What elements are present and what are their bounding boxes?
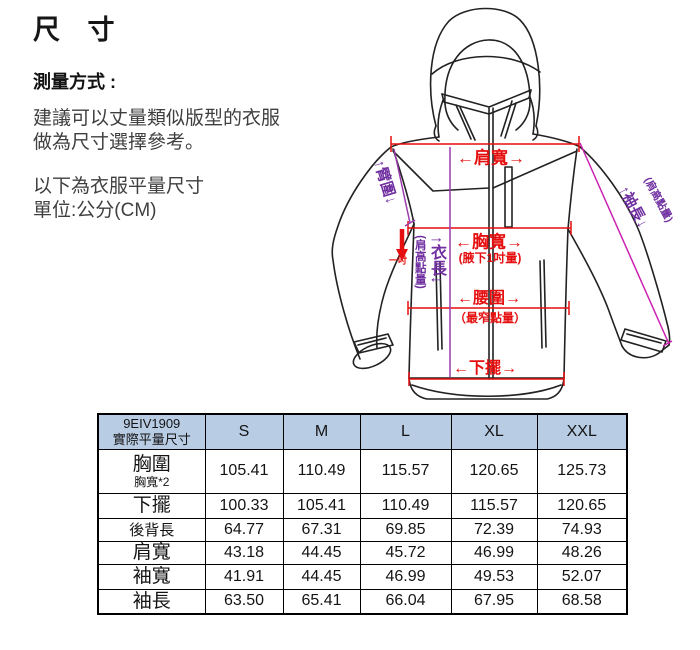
chest-width-sublabel: (腋下1吋量) [458, 251, 522, 265]
garment-length-sublabel: (肩高點量) [413, 235, 426, 289]
cell-hem-xxl: 120.65 [536, 492, 628, 519]
zipper [488, 107, 494, 380]
cell-hem-xl: 115.57 [450, 492, 538, 519]
cell-back-m: 67.31 [282, 517, 361, 542]
red-measure-lines [390, 136, 580, 386]
cell-shoulder-s: 43.18 [204, 540, 284, 565]
table-header-label: 實際平量尺寸 [112, 431, 191, 447]
waist-sublabel: （最窄點量） [453, 311, 527, 325]
waist-label: ←腰圍→ [456, 290, 522, 307]
hem-label: ←下擺→ [452, 360, 518, 377]
size-col-xxl: XXL [536, 413, 628, 450]
cell-shoulder-xxl: 48.26 [536, 540, 628, 565]
unit-note-line1: 以下為衣服平量尺寸 [33, 176, 205, 197]
measure-method-heading: 測量方式 : [33, 72, 116, 92]
garment-length-label: ↑衣長↓ [428, 236, 445, 284]
table-row-sleeve-length: 袖長 63.50 65.41 66.04 67.95 68.58 [97, 588, 628, 615]
side-pockets [435, 259, 547, 351]
measure-method-line2: 做為尺寸選擇參考。 [33, 132, 205, 153]
size-col-s: S [204, 413, 284, 450]
cell-sleevew-m: 44.45 [282, 563, 361, 590]
cell-chest-xl: 120.65 [450, 448, 538, 494]
collar [437, 89, 536, 141]
cell-sleevel-xxl: 68.58 [536, 588, 628, 615]
cell-sleevel-l: 66.04 [359, 588, 452, 615]
table-row-back-length: 後背長 64.77 67.31 69.85 72.39 74.93 [97, 517, 628, 542]
cell-back-xxl: 74.93 [536, 517, 628, 542]
unit-note-line2: 單位:公分(CM) [33, 200, 157, 221]
cell-shoulder-l: 45.72 [359, 540, 452, 565]
cell-shoulder-m: 44.45 [282, 540, 361, 565]
cell-sleevel-xl: 67.95 [450, 588, 538, 615]
table-row-hem: 下擺 100.33 105.41 110.49 115.57 120.65 [97, 492, 628, 519]
size-col-m: M [282, 413, 361, 450]
cell-back-l: 69.85 [359, 517, 452, 542]
hem [408, 377, 565, 400]
product-code-cell: 9EIV1909 實際平量尺寸 [97, 413, 206, 450]
size-table: 9EIV1909 實際平量尺寸 S M L XL XXL 胸圍 胸寬*2 105… [97, 413, 628, 615]
hood [429, 7, 541, 142]
measure-method-text: 建議可以丈量類似版型的衣服 做為尺寸選擇參考。 [33, 107, 333, 155]
cell-shoulder-xl: 46.99 [450, 540, 538, 565]
size-col-l: L [359, 413, 452, 450]
cell-hem-l: 110.49 [359, 492, 452, 519]
cell-sleevew-xxl: 52.07 [536, 563, 628, 590]
purple-measure-lines [393, 142, 673, 377]
right-sleeve [567, 146, 671, 359]
size-col-xl: XL [450, 413, 538, 450]
cell-sleevew-xl: 49.53 [450, 563, 538, 590]
cell-sleevel-m: 65.41 [282, 588, 361, 615]
row-label-shoulder: 肩寬 [97, 540, 206, 565]
shoulder-width-label: ←肩寬→ [457, 148, 525, 168]
table-row-shoulder: 肩寬 43.18 44.45 45.72 46.99 48.26 [97, 540, 628, 565]
row-label-back-length: 後背長 [97, 517, 206, 542]
cell-hem-s: 100.33 [204, 492, 284, 519]
cell-back-s: 64.77 [204, 517, 284, 542]
chest-pocket [504, 166, 513, 228]
row-label-hem: 下擺 [97, 492, 206, 519]
chest-width-label: ←胸寬→ [455, 232, 523, 252]
cell-chest-m: 110.49 [282, 448, 361, 494]
cell-sleevew-s: 41.91 [204, 563, 284, 590]
size-table-header-row: 9EIV1909 實際平量尺寸 S M L XL XXL [97, 413, 628, 450]
cell-hem-m: 105.41 [282, 492, 361, 519]
cell-back-xl: 72.39 [450, 517, 538, 542]
jacket-measurement-diagram: ←肩寬→ ←胸寬→ (腋下1吋量) ←腰圍→ （最窄點量） ←下擺→ 一吋 ↑臂… [330, 0, 700, 410]
intro-text-block: 尺 寸 測量方式 : 建議可以丈量類似版型的衣服 做為尺寸選擇參考。 以下為衣服… [33, 8, 333, 223]
cell-chest-s: 105.41 [204, 448, 284, 494]
row-label-chest: 胸圍 胸寬*2 [97, 448, 206, 494]
product-code: 9EIV1909 [123, 415, 181, 431]
row-label-sleeve-length: 袖長 [97, 588, 206, 615]
cell-chest-xxl: 125.73 [536, 448, 628, 494]
cell-chest-l: 115.57 [359, 448, 452, 494]
one-inch-label: 一吋 [388, 255, 408, 266]
unit-note-text: 以下為衣服平量尺寸 單位:公分(CM) [33, 175, 333, 223]
table-row-sleeve-width: 袖寬 41.91 44.45 46.99 49.53 52.07 [97, 563, 628, 590]
cell-sleevew-l: 46.99 [359, 563, 452, 590]
table-row-chest: 胸圍 胸寬*2 105.41 110.49 115.57 120.65 125.… [97, 448, 628, 494]
cell-sleevel-s: 63.50 [204, 588, 284, 615]
jacket-line-art [331, 7, 673, 400]
measure-method-line1: 建議可以丈量類似版型的衣服 [33, 108, 281, 129]
page-title: 尺 寸 [33, 15, 125, 45]
row-label-sleeve-width: 袖寬 [97, 563, 206, 590]
